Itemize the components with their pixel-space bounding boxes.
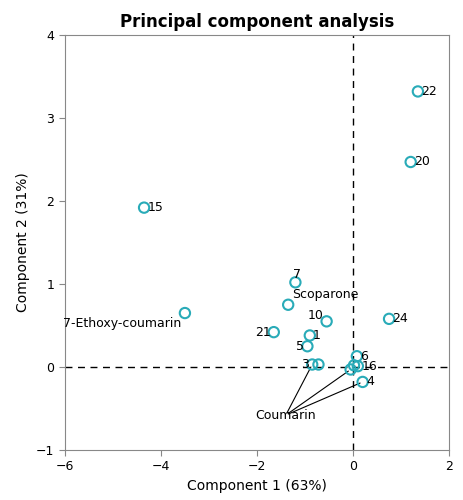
Point xyxy=(181,309,188,317)
Text: Scoparone: Scoparone xyxy=(292,288,358,300)
Y-axis label: Component 2 (31%): Component 2 (31%) xyxy=(17,172,31,312)
Text: 3: 3 xyxy=(301,358,309,371)
Point xyxy=(292,278,299,286)
Point xyxy=(407,158,414,166)
Point xyxy=(414,88,422,96)
Point xyxy=(304,342,311,350)
Text: 20: 20 xyxy=(414,156,430,168)
Point xyxy=(353,352,361,360)
Text: 15: 15 xyxy=(147,201,163,214)
Text: Coumarin: Coumarin xyxy=(256,408,316,422)
Point xyxy=(140,204,148,212)
Point xyxy=(315,360,322,368)
Point xyxy=(359,378,366,386)
Text: 16: 16 xyxy=(361,360,377,372)
Point xyxy=(350,362,358,370)
Point xyxy=(284,300,292,308)
Text: 10: 10 xyxy=(307,309,323,322)
Point xyxy=(385,315,393,323)
Text: 1: 1 xyxy=(313,329,321,342)
Point xyxy=(306,332,313,340)
Text: 4: 4 xyxy=(366,376,374,388)
Text: 7-Ethoxy-coumarin: 7-Ethoxy-coumarin xyxy=(63,317,181,330)
Point xyxy=(308,360,316,368)
Text: 22: 22 xyxy=(421,85,437,98)
Text: 24: 24 xyxy=(393,312,408,326)
Text: 6: 6 xyxy=(360,350,368,362)
Title: Principal component analysis: Principal component analysis xyxy=(120,12,394,30)
Text: 21: 21 xyxy=(255,326,270,338)
X-axis label: Component 1 (63%): Component 1 (63%) xyxy=(187,479,327,493)
Point xyxy=(323,318,330,326)
Text: 5: 5 xyxy=(296,340,304,353)
Text: 7: 7 xyxy=(293,268,301,280)
Point xyxy=(270,328,277,336)
Point xyxy=(347,366,354,374)
Point xyxy=(354,362,362,370)
